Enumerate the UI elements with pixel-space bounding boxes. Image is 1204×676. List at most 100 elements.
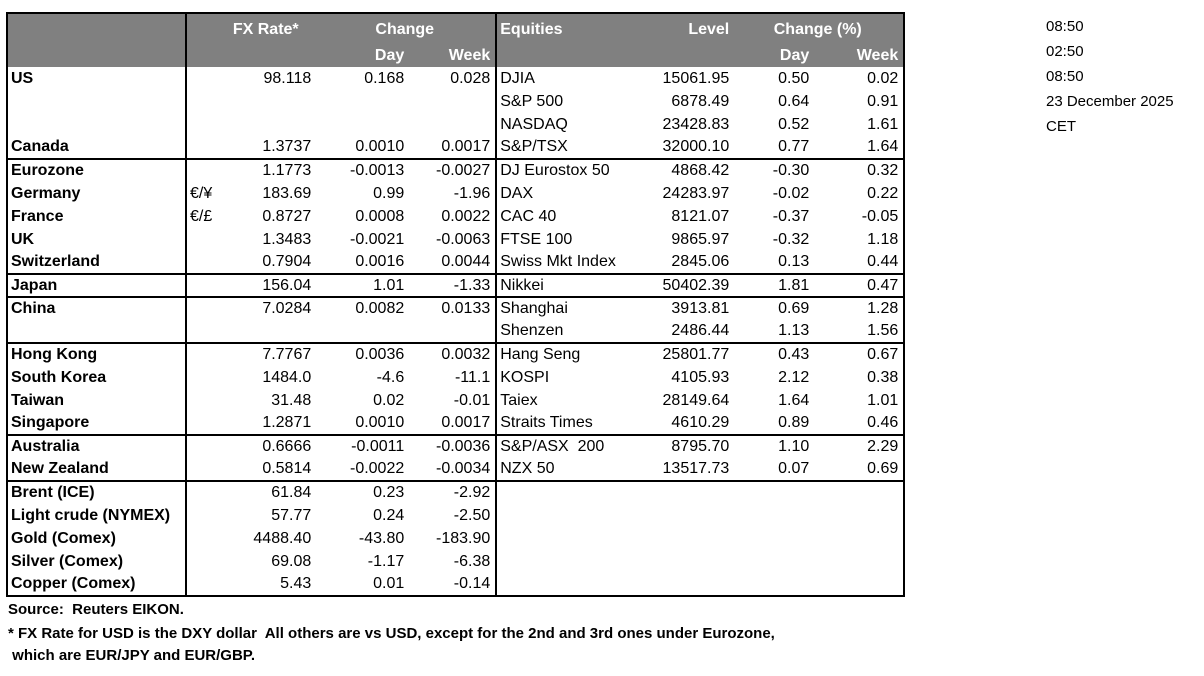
fx-change-week: -1.33 [409, 273, 498, 297]
row-label: Light crude (NYMEX) [7, 504, 187, 527]
row-label: Australia [7, 434, 187, 458]
row-label [7, 113, 187, 136]
fx-change-week: -0.14 [409, 573, 498, 596]
fx-change-day [316, 113, 409, 136]
fx-rate-value: 5.43 [280, 575, 312, 592]
fx-change-day: 0.0016 [355, 253, 405, 270]
footnote-line-2: which are EUR/JPY and EUR/GBP. [8, 647, 256, 664]
equity-change-week: 0.02 [867, 69, 899, 87]
table-row: Germany €/¥ 183.69 0.99 -1.96 DAX 24283.97 -0.0… [7, 182, 904, 205]
row-label: Switzerland [7, 251, 187, 274]
row-label: Silver (Comex) [7, 550, 187, 573]
table-row: Gold (Comex) 4488.40 -43.80 -183.90 [7, 527, 904, 550]
fx-pair-symbol [186, 228, 217, 251]
source-note: Source: Reuters EIKON. [8, 601, 184, 618]
fx-pair-symbol [186, 320, 217, 343]
fx-rate-value: 61.84 [217, 480, 317, 504]
equity-level: 13517.73 [662, 460, 730, 477]
row-label: Taiwan [7, 389, 187, 412]
equity-level: 15061.95 [662, 69, 730, 87]
header-empty-symbol [186, 13, 218, 45]
fx-rate-value: 31.48 [271, 391, 312, 409]
equity-change-day: 0.43 [734, 342, 815, 366]
equity-change-week: 0.22 [867, 184, 899, 202]
fx-change-day: -43.80 [358, 529, 405, 547]
equity-change-week [814, 504, 904, 527]
timestamp-1: 08:50 [1046, 18, 1084, 35]
equity-change-week: -0.05 [861, 207, 899, 225]
fx-change-week: -1.96 [409, 182, 498, 205]
fx-rate-value: 4488.40 [253, 529, 312, 547]
fx-change-day: 0.0082 [316, 296, 410, 320]
timestamp-3: 08:50 [1046, 68, 1084, 85]
equity-name: Nikkei [496, 273, 645, 297]
equity-name: DAX [500, 184, 534, 202]
header-equities: Equities [496, 13, 645, 45]
equity-change-day: 0.50 [778, 69, 810, 87]
fx-change-day: 0.168 [364, 69, 405, 87]
equity-name: Straits Times [500, 414, 593, 431]
fx-rate-value [217, 90, 316, 113]
fx-rate-value: 1.1773 [217, 158, 317, 182]
equity-level [644, 550, 734, 573]
equity-change-day: 1.81 [734, 273, 815, 297]
row-label: Canada [7, 136, 187, 159]
header-empty-equities-2 [496, 45, 645, 67]
fx-change-week: 0.0133 [409, 296, 498, 320]
equity-name: KOSPI [500, 368, 550, 386]
table-header: FX Rate* Change Equities Level Change (%… [7, 13, 905, 67]
fx-change-week: 0.0044 [409, 251, 498, 274]
row-label: Singapore [7, 412, 187, 435]
fx-change-day: 0.24 [373, 506, 405, 524]
fx-pair-symbol [186, 389, 217, 412]
fx-change-week [409, 90, 498, 113]
fx-change-day [316, 320, 409, 343]
fx-change-week [409, 113, 498, 136]
fx-pair-symbol [186, 136, 217, 159]
equity-change-day: 0.52 [778, 115, 810, 133]
equity-level: 50402.39 [644, 273, 735, 297]
fx-pair-symbol [186, 480, 218, 504]
fx-change-day: 0.99 [373, 184, 405, 202]
fx-change-week: 0.0017 [409, 136, 498, 159]
fx-change-day: 0.23 [316, 480, 410, 504]
fx-change-day: -4.6 [376, 368, 405, 386]
header-empty-symbol-2 [186, 45, 218, 67]
header-empty-label [7, 13, 187, 45]
equity-change-day: 1.64 [778, 391, 810, 409]
fx-rate-value: 1484.0 [262, 368, 312, 386]
date: 23 December 2025 [1046, 93, 1174, 110]
table-row: NASDAQ 23428.83 0.52 1.61 [7, 113, 904, 136]
fx-pair-symbol [186, 67, 217, 90]
equity-level [644, 480, 735, 504]
fx-rate-value: 0.5814 [262, 460, 312, 477]
fx-rate-value: 0.6666 [217, 434, 317, 458]
equity-name [496, 550, 644, 573]
fx-change-day: 0.0036 [316, 342, 410, 366]
equity-name: S&P/ASX 200 [496, 434, 645, 458]
equity-change-day [734, 550, 814, 573]
table-row: Copper (Comex) 5.43 0.01 -0.14 [7, 573, 904, 596]
table-row: New Zealand 0.5814 -0.0022 -0.0034 NZX 50 135… [7, 458, 904, 481]
row-label: Eurozone [7, 158, 187, 182]
equity-change-week [814, 573, 904, 596]
equity-name: S&P 500 [500, 92, 564, 110]
row-label: China [7, 296, 187, 320]
equity-change-week: 1.61 [867, 115, 899, 133]
equity-change-week [814, 480, 905, 504]
fx-rate-value: 7.0284 [217, 296, 317, 320]
fx-pair-symbol [186, 412, 217, 435]
fx-pair-symbol [186, 573, 217, 596]
equity-level: 4610.29 [671, 414, 730, 431]
fx-rate-value [217, 113, 316, 136]
equity-change-week: 0.67 [814, 342, 905, 366]
equity-level [644, 573, 734, 596]
equity-change-week: 0.32 [814, 158, 905, 182]
fx-change-week: -0.01 [409, 389, 498, 412]
table-row: Brent (ICE) 61.84 0.23 -2.92 [7, 480, 905, 504]
fx-change-day: 0.0010 [355, 414, 405, 431]
fx-pair-symbol [186, 273, 218, 297]
equity-name: NASDAQ [500, 115, 568, 133]
row-label: South Korea [7, 366, 187, 389]
row-label: Brent (ICE) [7, 480, 187, 504]
